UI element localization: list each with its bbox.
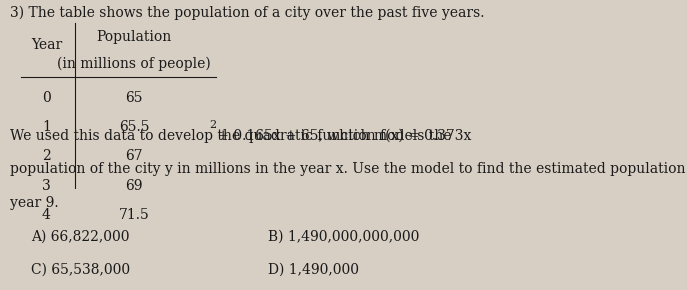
Text: 4: 4 bbox=[42, 208, 51, 222]
Text: 65: 65 bbox=[125, 91, 143, 105]
Text: 65.5: 65.5 bbox=[119, 120, 149, 134]
Text: 2: 2 bbox=[42, 149, 51, 163]
Text: 69: 69 bbox=[125, 179, 143, 193]
Text: We used this data to develop the quadratic function f(x) = 0.373x: We used this data to develop the quadrat… bbox=[10, 128, 472, 143]
Text: B) 1,490,000,000,000: B) 1,490,000,000,000 bbox=[268, 229, 419, 244]
Text: 0: 0 bbox=[42, 91, 51, 105]
Text: Year: Year bbox=[31, 38, 62, 52]
Text: 67: 67 bbox=[125, 149, 143, 163]
Text: D) 1,490,000: D) 1,490,000 bbox=[268, 262, 359, 277]
Text: 3: 3 bbox=[42, 179, 51, 193]
Text: 3) The table shows the population of a city over the past five years.: 3) The table shows the population of a c… bbox=[10, 6, 485, 20]
Text: year 9.: year 9. bbox=[10, 195, 59, 209]
Text: 1: 1 bbox=[42, 120, 51, 134]
Text: C) 65,538,000: C) 65,538,000 bbox=[31, 262, 130, 277]
Text: 2: 2 bbox=[210, 120, 217, 130]
Text: population of the city y in millions in the year x. Use the model to find the es: population of the city y in millions in … bbox=[10, 162, 687, 175]
Text: A) 66,822,000: A) 66,822,000 bbox=[31, 229, 129, 244]
Text: 71.5: 71.5 bbox=[119, 208, 149, 222]
Text: (in millions of people): (in millions of people) bbox=[57, 57, 211, 71]
Text: Population: Population bbox=[96, 30, 172, 44]
Text: + 0.165x + 65, which models the: + 0.165x + 65, which models the bbox=[213, 128, 451, 142]
